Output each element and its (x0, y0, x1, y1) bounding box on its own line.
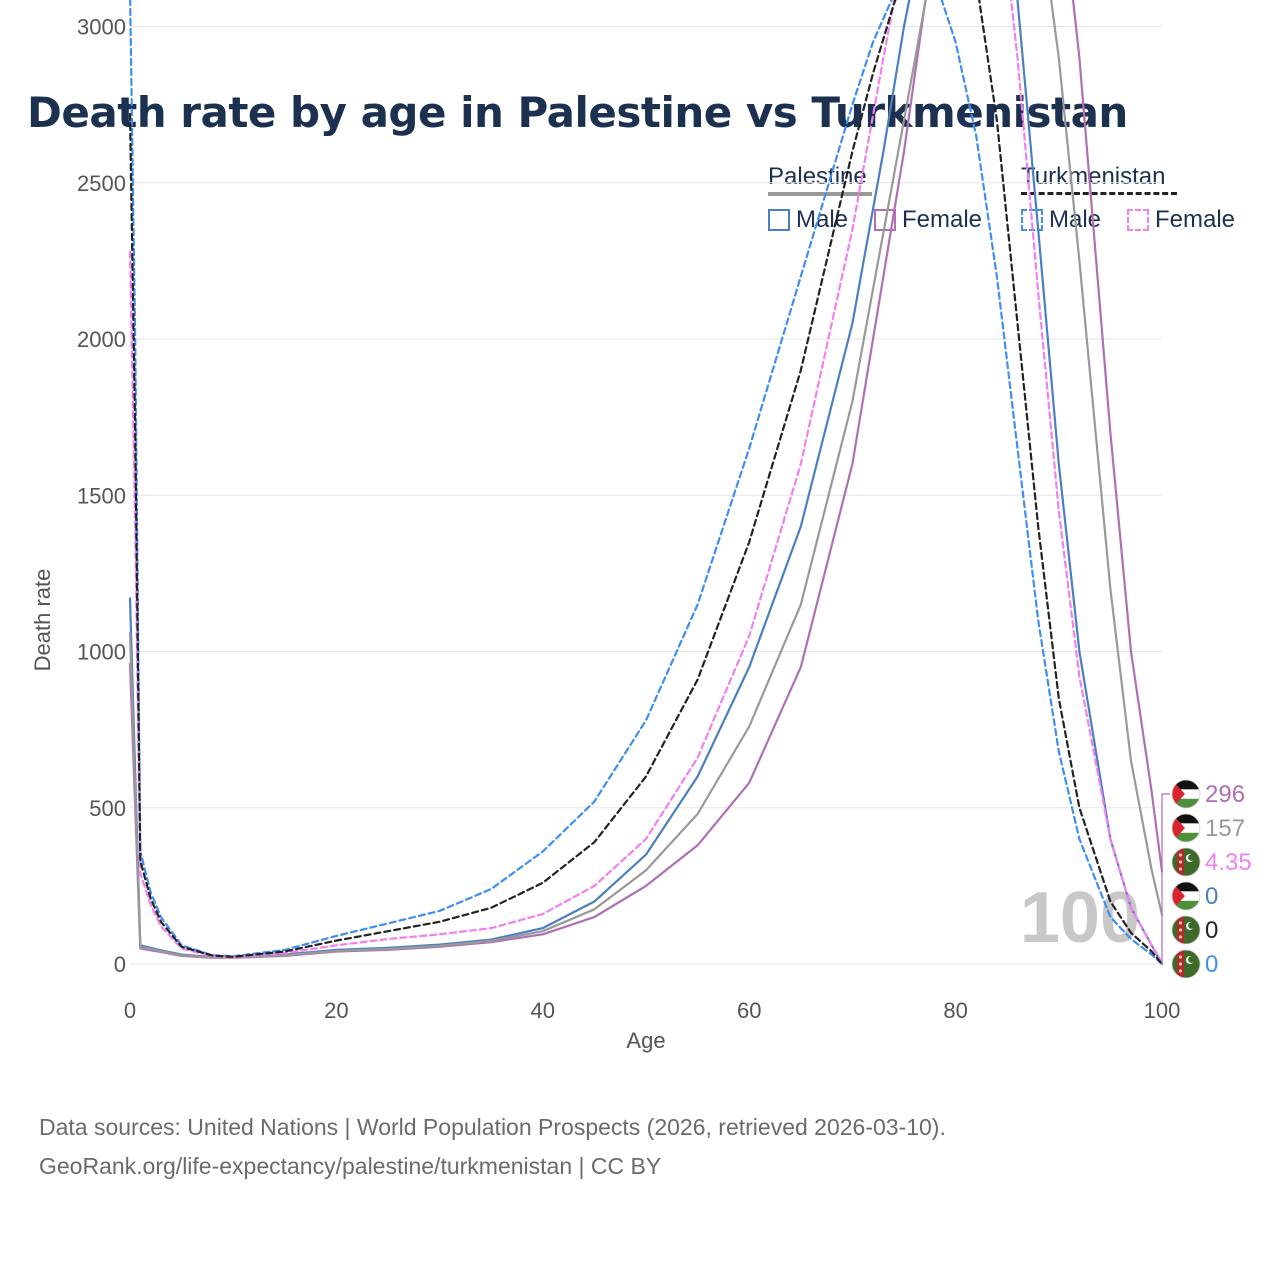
x-tick-label: 20 (324, 998, 348, 1023)
turkmenistan-flag-icon (1171, 949, 1201, 979)
legend-swatch (768, 209, 790, 231)
legend-swatch (1127, 209, 1149, 231)
footer-url[interactable]: GeoRank.org/life-expectancy/palestine/tu… (39, 1153, 662, 1179)
end-value-label: 157 (1205, 815, 1245, 842)
legend-group-line (768, 192, 872, 196)
end-value-label: 296 (1205, 781, 1245, 808)
axes: 0500100015002000250030003500400002040608… (30, 15, 1181, 1054)
x-tick-label: 40 (531, 998, 555, 1023)
x-tick-label: 60 (737, 998, 761, 1023)
x-tick-label: 80 (943, 998, 967, 1023)
end-value-label: 4.35 (1205, 849, 1252, 876)
series-line-palestine-total[interactable] (128, 0, 1164, 959)
legend-item-turkmenistan-female[interactable]: Female (1127, 206, 1236, 233)
y-tick-label: 2000 (77, 327, 126, 352)
series-line-turkmenistan-female[interactable] (128, 0, 1164, 964)
x-tick-label: 0 (124, 998, 136, 1023)
series-line-turkmenistan-male[interactable] (129, 0, 1164, 966)
chart-title: Death rate by age in Palestine vs Turkme… (27, 88, 1128, 137)
turkmenistan-flag-icon (1171, 847, 1201, 877)
series-line-palestine-female[interactable] (128, 0, 1164, 959)
x-tick-label: 100 (1144, 998, 1181, 1023)
legend-label: Female (1155, 206, 1236, 233)
grid (130, 26, 1162, 965)
end-labels: 296 157 4.35 0 0 0 (1161, 779, 1252, 979)
legend-label: Female (902, 206, 983, 233)
legend-group-title: Palestine (768, 163, 867, 190)
end-value-label: 0 (1205, 951, 1218, 978)
series-line-turkmenistan-total[interactable] (128, 0, 1164, 966)
line-chart: 100 050010001500200025003000350040000204… (30, 0, 1252, 1054)
end-label-connector (1161, 793, 1170, 964)
palestine-flag-icon (1171, 813, 1201, 843)
legend-group-line (1021, 192, 1177, 195)
end-value-label: 0 (1205, 883, 1218, 910)
footer-source: Data sources: United Nations | World Pop… (39, 1114, 946, 1140)
x-axis-label: Age (626, 1028, 665, 1053)
series-line-palestine-male[interactable] (128, 0, 1164, 966)
y-tick-label: 0 (114, 952, 126, 977)
y-tick-label: 1000 (77, 640, 126, 665)
footer: Data sources: United Nations | World Pop… (39, 1108, 946, 1186)
y-tick-label: 3000 (77, 15, 126, 40)
legend-group-title: Turkmenistan (1021, 163, 1166, 190)
end-value-label: 0 (1205, 917, 1218, 944)
palestine-flag-icon (1171, 881, 1201, 911)
y-tick-label: 2500 (77, 171, 126, 196)
turkmenistan-flag-icon (1171, 915, 1201, 945)
y-axis-label: Death rate (30, 569, 55, 672)
palestine-flag-icon (1171, 779, 1201, 809)
series-layer (128, 0, 1164, 966)
y-tick-label: 500 (89, 796, 126, 821)
y-tick-label: 1500 (77, 483, 126, 508)
